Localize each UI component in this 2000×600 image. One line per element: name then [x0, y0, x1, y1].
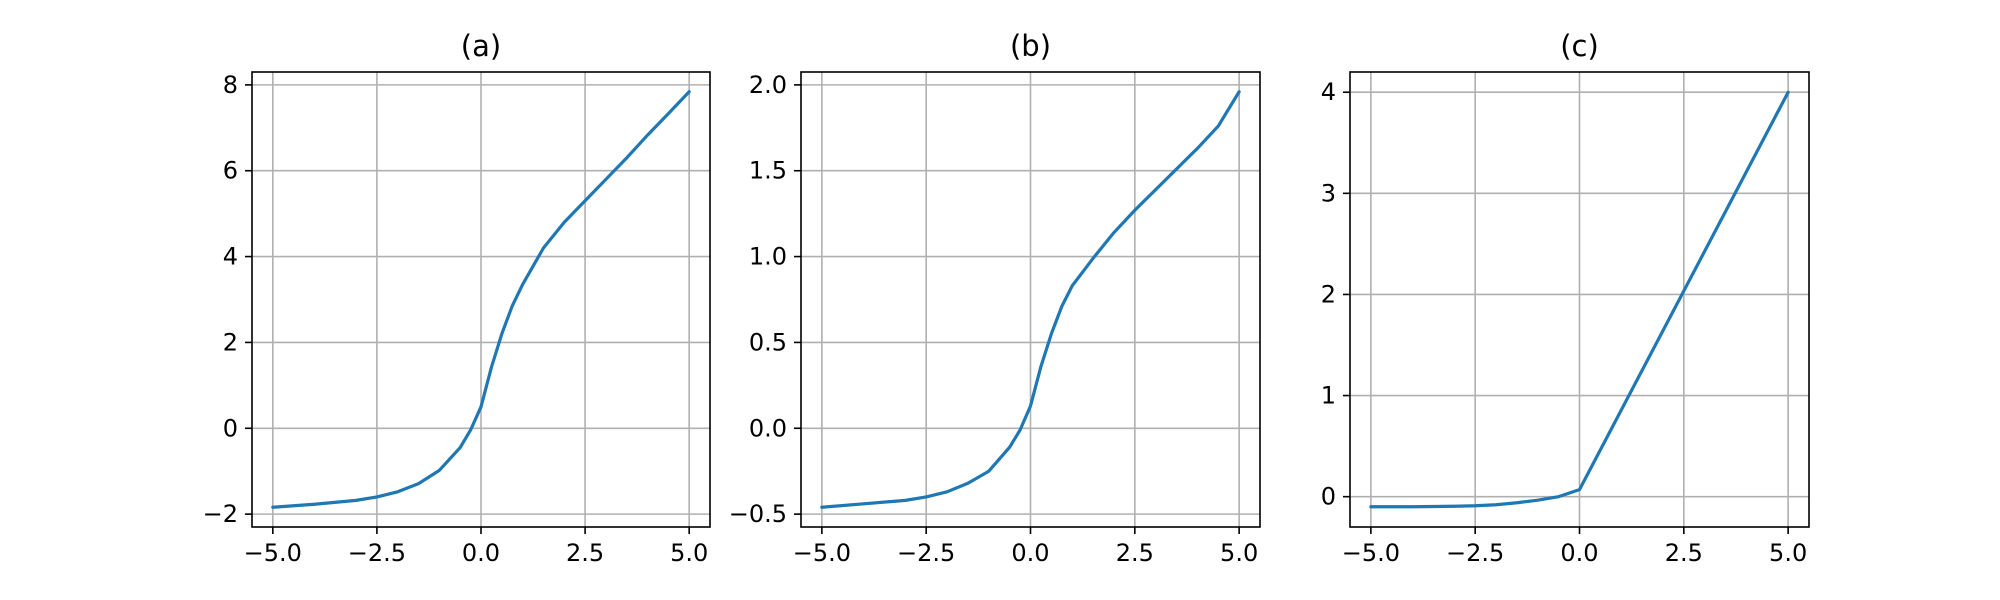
y-tick-label: 0	[223, 414, 238, 442]
y-tick-label: 2.0	[749, 71, 787, 99]
x-tick-label: 2.5	[566, 539, 604, 567]
chart-panel: −5.0 −2.5 0.0 2.5 5.0 0 1 2 3 4 (c)	[1321, 29, 1810, 567]
x-tick-label: 5.0	[1769, 539, 1807, 567]
chart-panel: −5.0 −2.5 0.0 2.5 5.0 −0.5 0.0 0.5 1.0 1.5 2.0 (b)	[729, 29, 1261, 567]
y-tick-label: −0.5	[729, 500, 787, 528]
y-tick-label: 2	[1321, 280, 1336, 308]
x-tick-label: −2.5	[1446, 539, 1504, 567]
y-tick-label: 2	[223, 328, 238, 356]
x-tick-label: 5.0	[1220, 539, 1258, 567]
y-tick-label: 0.5	[749, 328, 787, 356]
y-tick-label: 8	[223, 71, 238, 99]
x-tick-label: 0.0	[1011, 539, 1049, 567]
y-tick-label: 3	[1321, 179, 1336, 207]
x-tick-label: 2.5	[1116, 539, 1154, 567]
y-tick-label: 4	[1321, 78, 1336, 106]
y-tick-label: 1	[1321, 382, 1336, 410]
y-tick-label: 4	[223, 243, 238, 271]
x-tick-label: −5.0	[244, 539, 302, 567]
x-tick-label: 5.0	[670, 539, 708, 567]
x-tick-label: −2.5	[348, 539, 406, 567]
y-tick-label: 6	[223, 157, 238, 185]
y-tick-label: 0	[1321, 483, 1336, 511]
x-tick-label: −5.0	[793, 539, 851, 567]
panel-title: (b)	[1010, 29, 1051, 63]
y-tick-label: 0.0	[749, 414, 787, 442]
panel-title: (a)	[461, 29, 501, 63]
panel-title: (c)	[1560, 29, 1599, 63]
x-tick-label: 2.5	[1665, 539, 1703, 567]
y-tick-label: 1.5	[749, 157, 787, 185]
series-line	[271, 90, 691, 509]
x-tick-label: −2.5	[897, 539, 955, 567]
y-tick-label: 1.0	[749, 243, 787, 271]
y-tick-label: −2	[203, 500, 238, 528]
series-line	[1369, 90, 1790, 509]
x-tick-label: −5.0	[1342, 539, 1400, 567]
x-tick-label: 0.0	[462, 539, 500, 567]
x-tick-label: 0.0	[1560, 539, 1598, 567]
series-line	[820, 90, 1241, 509]
chart-panel: −5.0 −2.5 0.0 2.5 5.0 −2 0 2 4 6 8 (a)	[203, 29, 711, 567]
